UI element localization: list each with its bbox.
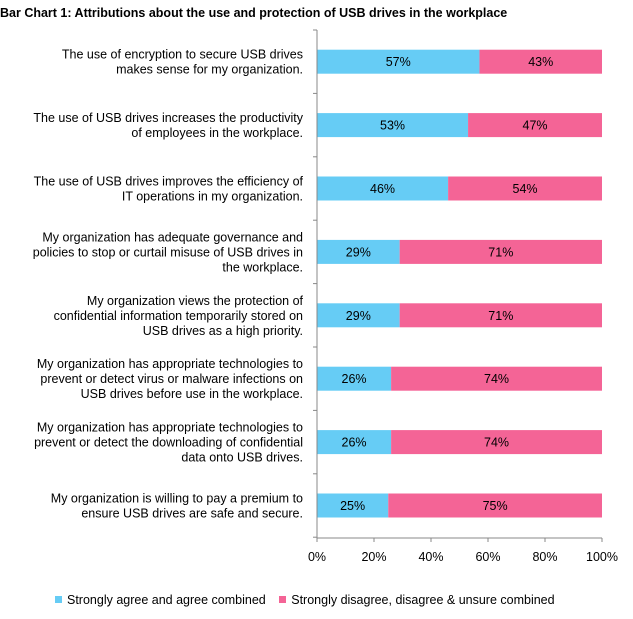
- legend: Strongly agree and agree combined Strong…: [55, 592, 565, 607]
- legend-swatch-disagree: [279, 596, 287, 603]
- x-tick-label: 60%: [475, 550, 500, 564]
- bar-label-disagree: 54%: [513, 182, 538, 196]
- category-label-line: ensure USB drives are safe and secure.: [81, 507, 303, 521]
- bar-label-disagree: 75%: [483, 499, 508, 513]
- bar-label-disagree: 74%: [484, 372, 509, 386]
- category-label-line: My organization is willing to pay a prem…: [51, 492, 303, 506]
- legend-item-agree: Strongly agree and agree combined: [55, 593, 266, 607]
- bar-label-agree: 29%: [346, 245, 371, 259]
- bar-disagree: [399, 239, 602, 264]
- bar-label-agree: 46%: [370, 182, 395, 196]
- bar-disagree: [399, 303, 602, 328]
- bar-agree: [317, 430, 392, 455]
- bar-label-agree: 26%: [342, 436, 367, 450]
- bar-disagree: [448, 176, 602, 201]
- bar-disagree: [388, 493, 602, 518]
- bar-agree: [317, 493, 389, 518]
- bar-label-disagree: 71%: [488, 309, 513, 323]
- x-tick-label: 80%: [532, 550, 557, 564]
- bar-agree: [317, 239, 400, 264]
- x-tick-labels-group: 0% 20% 40% 60% 80% 100%: [308, 550, 618, 564]
- bar-label-disagree: 43%: [528, 55, 553, 69]
- category-label-line: My organization has appropriate technolo…: [37, 421, 303, 435]
- axes-group: [313, 29, 603, 542]
- bar-agree: [317, 49, 480, 74]
- category-label-line: the workplace.: [222, 260, 303, 274]
- category-label-line: prevent or detect the downloading of con…: [34, 436, 303, 450]
- x-tick-label: 20%: [361, 550, 386, 564]
- chart-title: Bar Chart 1: Attributions about the use …: [0, 6, 508, 20]
- category-label-line: of employees in the workplace.: [131, 126, 303, 140]
- bar-agree: [317, 113, 469, 138]
- category-label-line: The use of encryption to secure USB driv…: [62, 48, 303, 62]
- category-label-line: USB drives as a high priority.: [143, 324, 303, 338]
- bar-label-agree: 53%: [380, 119, 405, 133]
- bar-label-disagree: 47%: [523, 119, 548, 133]
- category-label-line: The use of USB drives increases the prod…: [33, 111, 303, 125]
- category-label-line: data onto USB drives.: [181, 451, 303, 465]
- x-tick-label: 100%: [586, 550, 618, 564]
- bar-disagree: [391, 430, 602, 455]
- bar-disagree: [391, 366, 602, 391]
- bar-agree: [317, 303, 400, 328]
- legend-swatch-agree: [55, 596, 62, 603]
- category-label-line: My organization has appropriate technolo…: [37, 357, 303, 371]
- category-label-line: makes sense for my organization.: [116, 63, 303, 77]
- bar-label-disagree: 71%: [488, 245, 513, 259]
- bar-label-agree: 57%: [386, 55, 411, 69]
- legend-label-agree: Strongly agree and agree combined: [67, 592, 266, 607]
- bar-disagree: [479, 49, 602, 74]
- category-label-line: My organization has adequate governance …: [42, 230, 303, 244]
- x-tick-label: 40%: [418, 550, 443, 564]
- category-label-line: IT operations in my organization.: [122, 190, 303, 204]
- category-label-line: The use of USB drives improves the effic…: [34, 175, 304, 189]
- bars-group: [317, 49, 602, 518]
- bar-label-agree: 26%: [342, 372, 367, 386]
- bar-labels-group: 57% 43% 53% 47% 46% 54% 29% 71% 29% 71% 26% 74% 26% 7…: [340, 55, 553, 513]
- bar-label-agree: 25%: [340, 499, 365, 513]
- bar-disagree: [468, 113, 602, 138]
- legend-item-disagree: Strongly disagree, disagree & unsure com…: [279, 592, 555, 607]
- bar-agree: [317, 366, 392, 391]
- category-label-line: My organization views the protection of: [87, 294, 304, 308]
- category-label-line: prevent or detect virus or malware infec…: [40, 372, 303, 386]
- category-labels-group: The use of encryption to secure USB driv…: [33, 48, 304, 521]
- bar-label-agree: 29%: [346, 309, 371, 323]
- category-label-line: confidential information temporarily sto…: [54, 309, 303, 323]
- x-tick-label: 0%: [308, 550, 326, 564]
- legend-label-disagree: Strongly disagree, disagree & unsure com…: [291, 592, 555, 607]
- bar-agree: [317, 176, 449, 201]
- category-label-line: USB drives before use in the workplace.: [81, 387, 303, 401]
- category-label-line: policies to stop or curtail misuse of US…: [33, 245, 303, 259]
- bar-label-disagree: 74%: [484, 436, 509, 450]
